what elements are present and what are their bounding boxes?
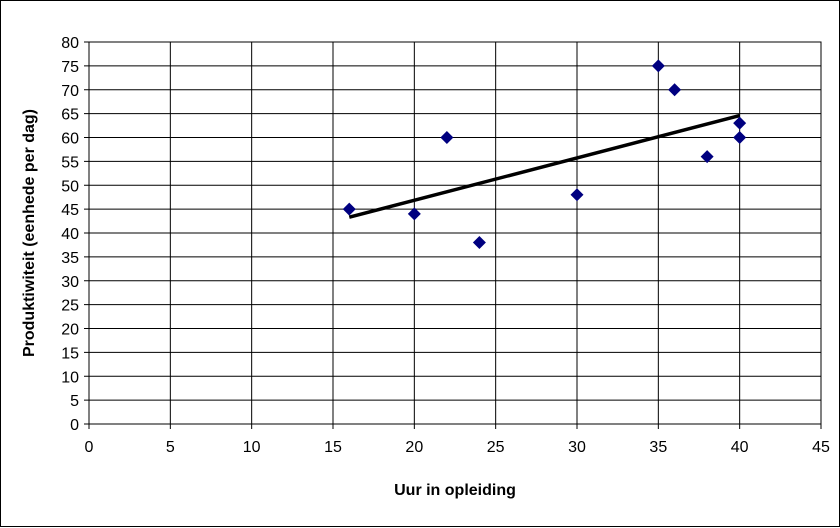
y-tick-label: 5 <box>70 393 79 410</box>
data-point <box>472 236 486 250</box>
data-point <box>570 188 584 202</box>
data-points <box>342 59 747 250</box>
grid-lines <box>88 41 822 425</box>
data-point <box>651 59 665 73</box>
data-point <box>342 202 356 216</box>
y-tick-label: 50 <box>61 178 79 195</box>
x-tick-label: 35 <box>649 439 667 456</box>
y-tick-label: 35 <box>61 250 79 267</box>
data-point <box>668 83 682 97</box>
y-tick-label: 0 <box>70 417 79 434</box>
y-tick-label: 55 <box>61 154 79 171</box>
y-tick-label: 75 <box>61 59 79 76</box>
y-axis-ticks: 0 5 10 15 20 25 30 35 40 45 50 55 60 65 70 75 80 <box>61 35 89 434</box>
x-axis-ticks: 0 5 10 15 20 25 30 35 40 45 <box>85 424 830 456</box>
data-point <box>733 131 747 144</box>
y-tick-label: 70 <box>61 83 79 100</box>
y-tick-label: 25 <box>61 298 79 315</box>
x-tick-label: 0 <box>85 439 94 456</box>
y-axis-title: Produktiwiteit (eenhede per dag) <box>21 109 38 357</box>
y-tick-label: 15 <box>61 345 79 362</box>
data-point <box>407 207 421 221</box>
x-tick-label: 40 <box>731 439 749 456</box>
y-tick-label: 10 <box>61 369 79 386</box>
x-axis-title: Uur in opleiding <box>394 482 516 499</box>
data-point <box>733 116 747 130</box>
trendline <box>348 113 741 219</box>
trendline-group <box>348 113 741 219</box>
x-tick-label: 20 <box>405 439 423 456</box>
y-tick-label: 30 <box>61 274 79 291</box>
y-tick-label: 80 <box>61 35 79 52</box>
y-tick-label: 20 <box>61 322 79 339</box>
y-tick-label: 45 <box>61 202 79 219</box>
x-tick-label: 5 <box>166 439 175 456</box>
x-tick-label: 45 <box>812 439 830 456</box>
y-tick-label: 60 <box>61 131 79 148</box>
y-tick-label: 65 <box>61 107 79 124</box>
data-point <box>440 131 454 144</box>
x-tick-label: 25 <box>487 439 505 456</box>
x-tick-label: 10 <box>243 439 261 456</box>
x-tick-label: 30 <box>568 439 586 456</box>
y-tick-label: 40 <box>61 226 79 243</box>
x-tick-label: 15 <box>324 439 342 456</box>
data-point <box>700 150 714 164</box>
